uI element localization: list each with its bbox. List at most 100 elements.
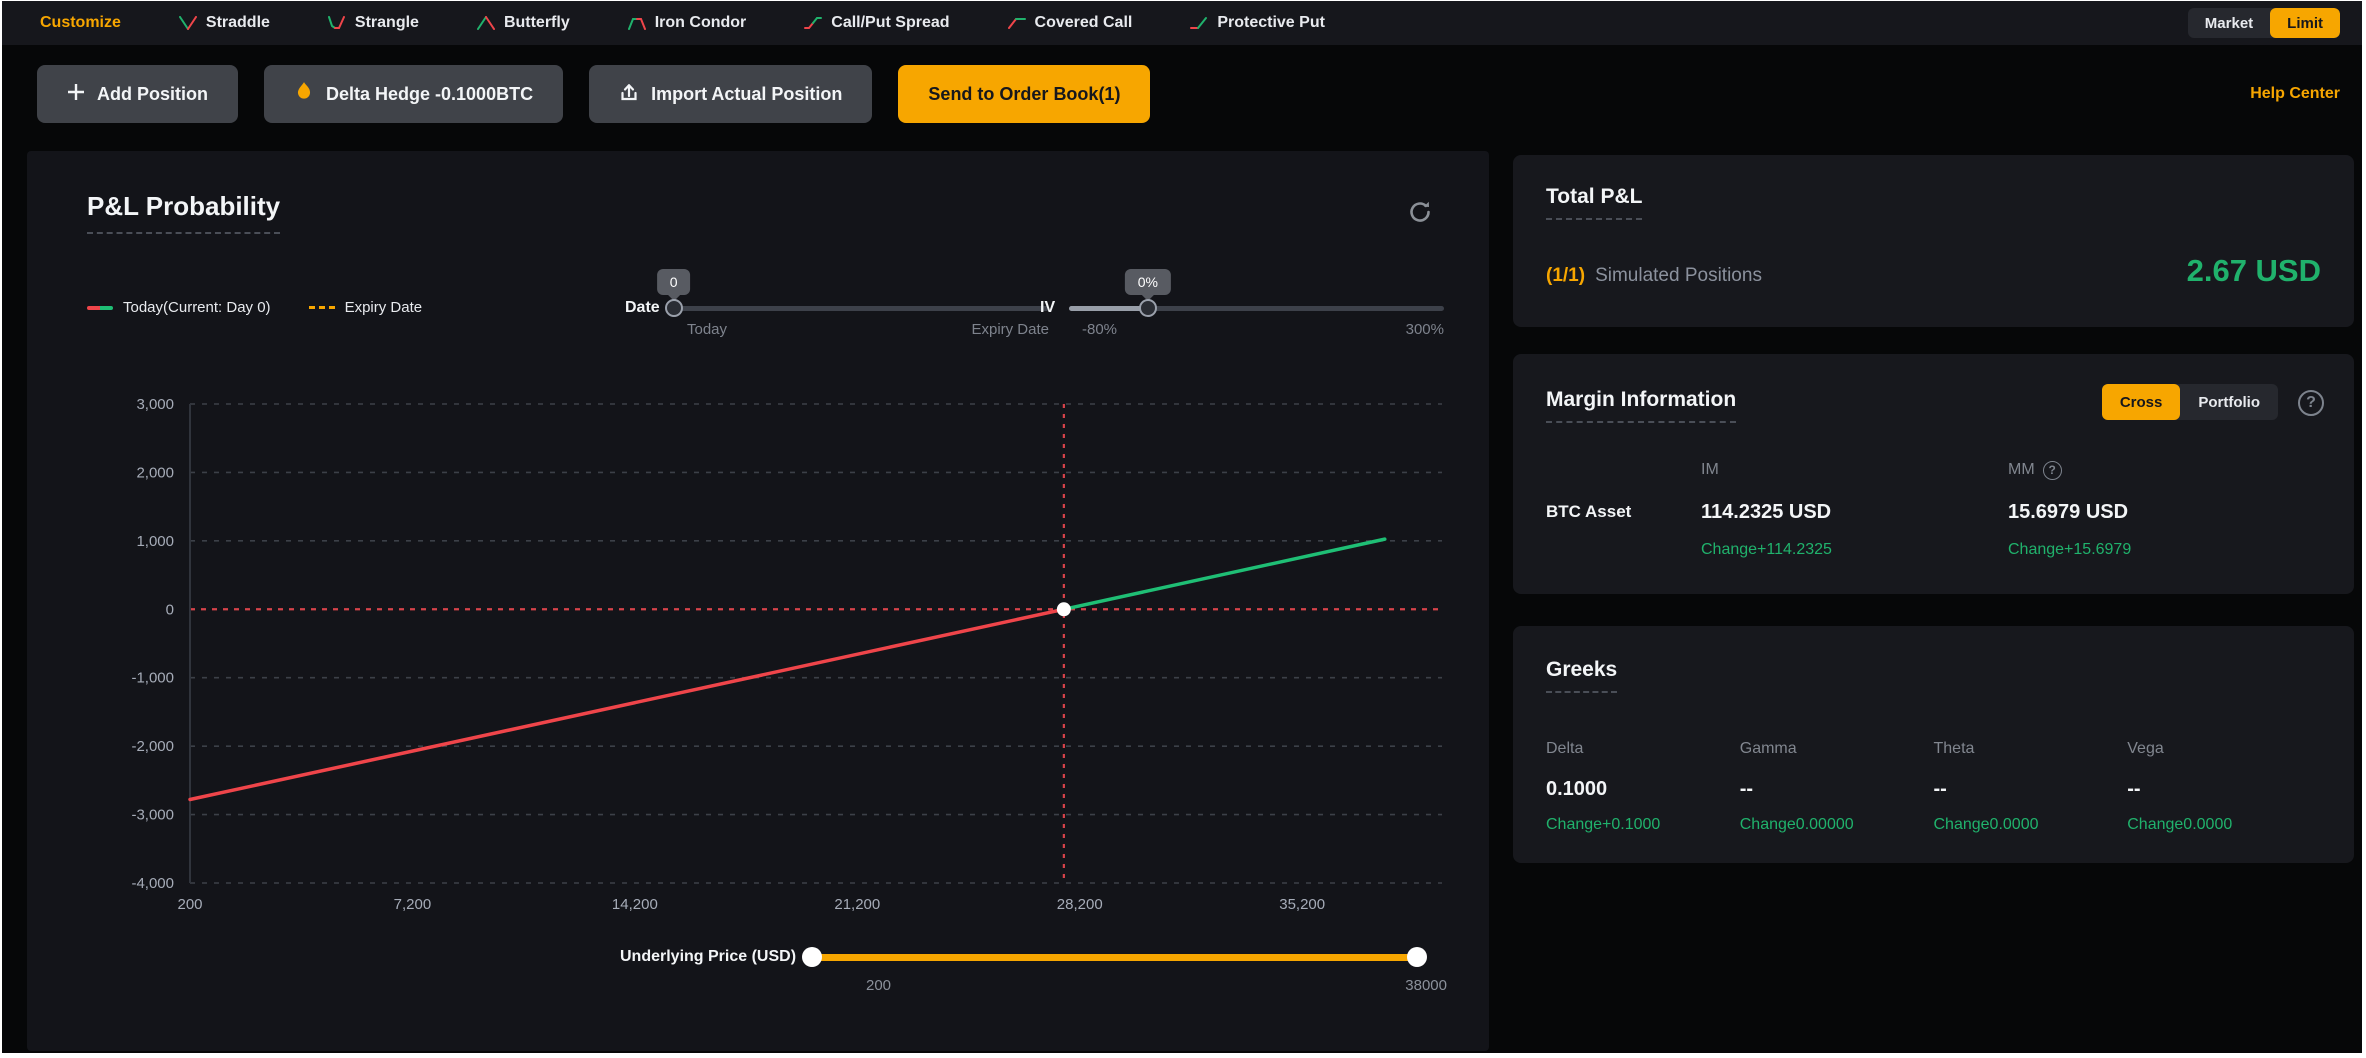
tab-call-put-spread-label: Call/Put Spread [831,14,950,31]
margin-asset-header [1546,450,1701,490]
svg-text:-3,000: -3,000 [131,807,174,824]
expiry-line-swatch [308,306,335,309]
date-slider-min-label: Today [687,321,728,338]
delta-hedge-button[interactable]: Delta Hedge -0.1000BTC [264,65,564,123]
underlying-price-max-handle[interactable] [1407,946,1428,967]
svg-text:14,200: 14,200 [612,896,658,913]
butterfly-icon [476,16,495,30]
svg-text:21,200: 21,200 [834,896,880,913]
tab-customize-label: Customize [40,14,121,31]
mm-help-icon[interactable]: ? [2042,460,2062,480]
greek-name: Theta [1933,740,1975,757]
mm-header: MM [2008,461,2035,478]
underlying-price-min-handle[interactable] [802,946,823,967]
underlying-price-label: Underlying Price (USD) [620,948,797,965]
greek-value: -- [1739,777,1754,800]
simulated-positions-count: (1/1) [1546,265,1586,286]
tab-call-put-spread[interactable]: Call/Put Spread [804,14,950,32]
covered-call-icon [1007,16,1026,30]
date-slider-handle[interactable] [664,298,683,317]
iv-slider-handle[interactable] [1138,298,1157,317]
tab-covered-call[interactable]: Covered Call [1007,14,1133,32]
svg-text:-2,000: -2,000 [131,738,174,755]
iv-slider-min-label: -80% [1082,321,1118,338]
total-pnl-value: 2.67 USD [2186,253,2321,288]
tab-customize[interactable]: Customize [40,14,121,32]
order-type-toggle: Market Limit [2187,8,2340,38]
today-line-swatch [87,305,113,310]
svg-text:1,000: 1,000 [136,533,174,550]
portfolio-toggle-button[interactable]: Portfolio [2198,393,2260,411]
iv-slider-tooltip: 0% [1124,268,1171,295]
svg-text:35,200: 35,200 [1279,896,1325,913]
tab-iron-condor-label: Iron Condor [654,14,747,31]
call-put-spread-icon [804,16,823,30]
iv-slider-group: IV 0% -80% 300% [1040,268,1444,357]
greek-value: -- [2127,777,2141,800]
tab-butterfly[interactable]: Butterfly [476,14,570,32]
greek-value: -- [1933,777,1947,800]
tab-iron-condor[interactable]: Iron Condor [627,14,747,32]
mm-value: 15.6979 USD [2008,500,2129,523]
greek-change: Change0.0000 [2127,816,2233,833]
legend-item-expiry: Expiry Date [308,299,422,316]
total-pnl-card: Total P&L (1/1) Simulated Positions 2.67… [1513,155,2354,327]
simulated-positions-label: Simulated Positions [1595,265,1762,286]
flame-icon [294,81,314,108]
market-button[interactable]: Market [2204,14,2254,32]
iv-slider-label: IV [1040,299,1056,316]
underlying-price-max-label: 38000 [1405,977,1447,994]
margin-spacer [1546,534,1701,566]
add-position-button[interactable]: Add Position [37,65,238,123]
greek-name: Delta [1546,740,1584,757]
date-slider-group: Date 0 Today Expiry Date [625,268,1049,357]
legend-item-today: Today(Current: Day 0) [87,299,271,316]
cross-toggle-button[interactable]: Cross [2101,384,2181,420]
send-to-order-book-button[interactable]: Send to Order Book(1) [898,65,1151,123]
strangle-icon [327,16,346,30]
underlying-price-range-labels: 200 38000 [842,977,1447,994]
margin-asset-name: BTC Asset [1546,502,1632,521]
greek-name: Vega [2127,740,2164,757]
pnl-probability-panel: P&L Probability Today(Current: Day 0) Ex… [27,151,1489,1051]
straddle-icon [178,16,197,30]
help-center-link[interactable]: Help Center [2250,85,2340,102]
greeks-title: Greeks [1546,658,1618,693]
date-slider-label: Date [625,299,660,316]
greeks-table: Delta Gamma Theta Vega 0.1000 -- -- -- C… [1546,730,2321,840]
svg-text:2,000: 2,000 [136,464,174,481]
tab-covered-call-label: Covered Call [1034,14,1133,31]
margin-mode-toggle: Cross Portfolio [2101,384,2278,420]
limit-button[interactable]: Limit [2270,8,2340,38]
import-actual-position-label: Import Actual Position [651,83,843,104]
margin-help-icon[interactable]: ? [2298,390,2324,416]
svg-text:28,200: 28,200 [1057,896,1103,913]
panel-title: P&L Probability [87,191,281,234]
strategy-tabs-bar: Customize Straddle Strangle Butterfly Ir… [2,1,2362,45]
date-slider-track[interactable]: 0 [656,268,1049,317]
pnl-chart[interactable]: 3,000 2,000 1,000 0 -1,000 -2,000 -3,000 -4,000… [27,151,1489,941]
refresh-icon[interactable] [1405,197,1435,227]
iv-slider-max-label: 300% [1405,321,1444,338]
underlying-price-track[interactable] [802,946,1428,967]
import-actual-position-button[interactable]: Import Actual Position [589,65,873,123]
total-pnl-row: (1/1) Simulated Positions 2.67 USD [1546,253,2321,289]
mm-header-cell: MM ? [2008,450,2321,490]
actions-toolbar: Add Position Delta Hedge -0.1000BTC Impo… [37,65,2340,123]
tab-strangle[interactable]: Strangle [327,14,419,32]
svg-text:-4,000: -4,000 [131,875,174,892]
im-value: 114.2325 USD [1701,500,1832,523]
tab-strangle-label: Strangle [354,14,419,31]
tab-straddle[interactable]: Straddle [178,14,270,32]
tab-straddle-label: Straddle [205,14,270,31]
mm-change: Change+15.6979 [2008,541,2132,558]
im-change: Change+114.2325 [1701,541,1832,558]
greek-change: Change+0.1000 [1546,816,1661,833]
date-slider-tooltip: 0 [656,268,691,295]
svg-text:3,000: 3,000 [136,396,174,413]
tab-protective-put[interactable]: Protective Put [1190,14,1325,32]
margin-table: IM MM ? BTC Asset 114.2325 USD 15.6979 U… [1546,450,2321,566]
iv-slider-track[interactable]: 0% [1069,268,1444,317]
